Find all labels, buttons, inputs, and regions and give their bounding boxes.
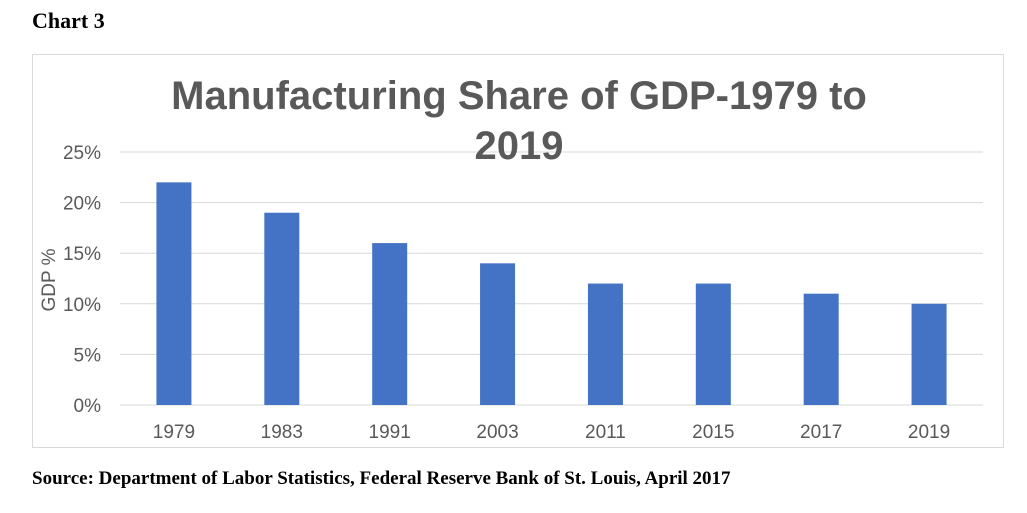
x-tick-label: 2011 <box>585 422 626 443</box>
y-tick-label: 25% <box>63 143 101 164</box>
bars <box>156 182 947 405</box>
bar-2017 <box>803 293 839 405</box>
x-tick-label: 1979 <box>153 422 195 443</box>
bar-1991 <box>372 243 408 405</box>
bar-2015 <box>695 283 731 405</box>
bar-1983 <box>264 212 300 405</box>
source-note: Source: Department of Labor Statistics, … <box>32 468 731 489</box>
x-tick-label: 2017 <box>800 422 842 443</box>
x-tick-label: 1983 <box>261 422 303 443</box>
y-tick-label: 20% <box>63 194 101 215</box>
chart-frame <box>32 54 1004 448</box>
y-tick-label: 10% <box>63 295 101 316</box>
chart-title-line-2: 2019 <box>475 124 564 168</box>
bar-2003 <box>480 263 516 405</box>
axes: 0% 5% 10% 15% 20% 25% 1979 1983 1991 2003 2011 2015… <box>63 143 950 443</box>
x-tick-label: 2015 <box>692 422 734 443</box>
x-tick-label: 2019 <box>908 422 950 443</box>
y-axis-label: GDP % <box>39 248 60 311</box>
gridlines <box>120 151 983 406</box>
chart-heading: Chart 3 <box>32 8 105 33</box>
x-tick-label: 2003 <box>476 422 518 443</box>
x-tick-label: 1991 <box>369 422 411 443</box>
bar-2019 <box>911 303 947 405</box>
chart-title-line-1: Manufacturing Share of GDP-1979 to <box>171 74 867 118</box>
y-tick-label: 15% <box>63 244 101 265</box>
y-tick-label: 5% <box>74 345 102 366</box>
bar-chart: 0% 5% 10% 15% 20% 25% 1979 1983 1991 2003 2011 2015… <box>39 74 983 443</box>
bar-1979 <box>156 182 192 405</box>
y-tick-label: 0% <box>74 396 102 417</box>
bar-2011 <box>587 283 623 405</box>
